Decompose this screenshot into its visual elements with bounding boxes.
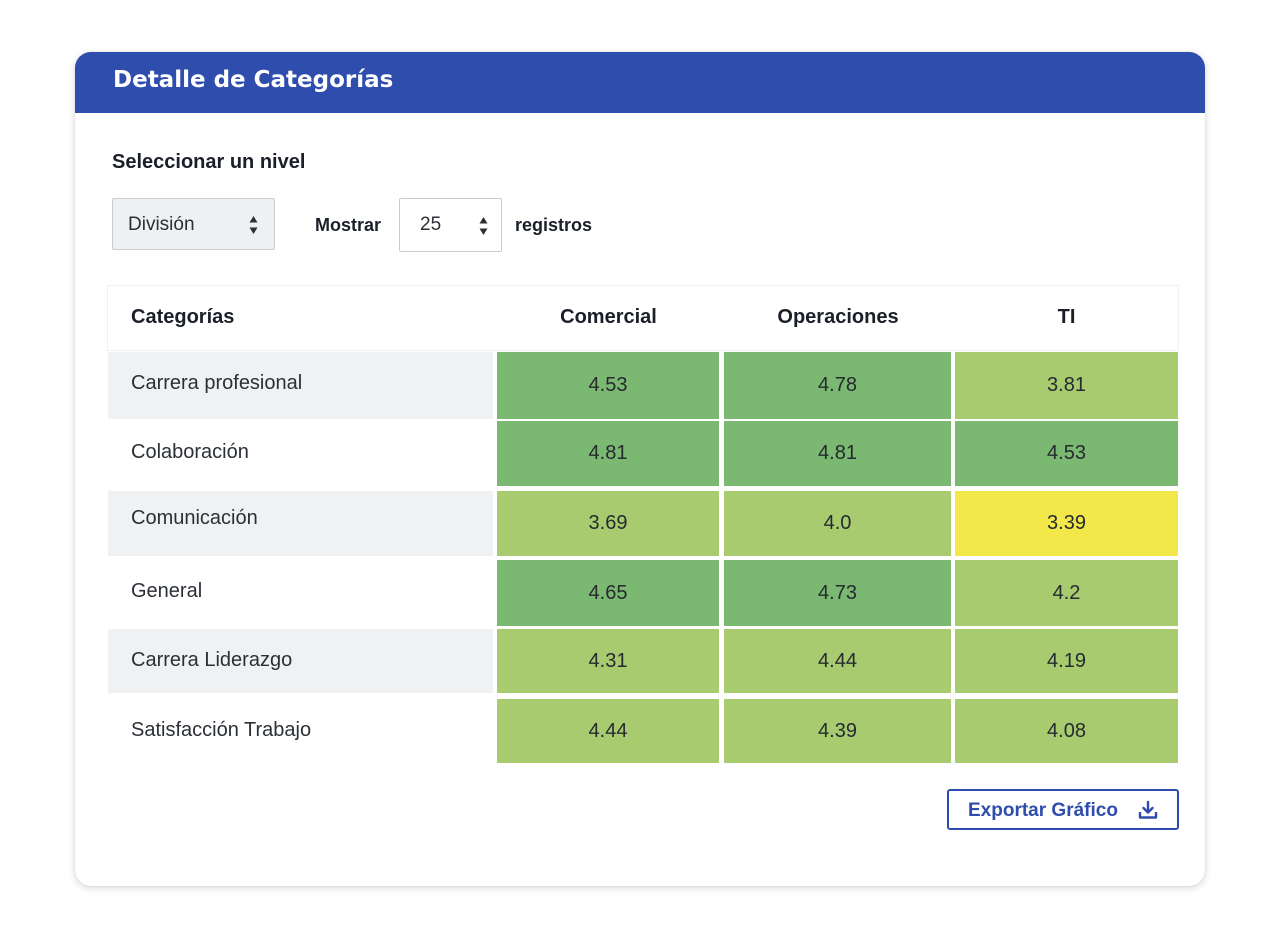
category-name: Comunicación bbox=[131, 507, 258, 529]
score-cell: 4.53 bbox=[955, 421, 1178, 486]
header-comercial: Comercial bbox=[560, 306, 657, 328]
category-name: Colaboración bbox=[131, 441, 249, 463]
score-cell: 3.81 bbox=[955, 352, 1178, 419]
score-cell: 4.31 bbox=[497, 629, 719, 693]
table-row: General 4.65 4.73 4.2 bbox=[108, 560, 1178, 626]
card-title: Detalle de Categorías bbox=[113, 67, 394, 93]
export-chart-label: Exportar Gráfico bbox=[968, 800, 1118, 821]
records-count-stepper[interactable]: 25 bbox=[399, 198, 502, 252]
score-cell: 4.73 bbox=[724, 560, 951, 626]
level-select-value: División bbox=[128, 214, 195, 235]
score-cell: 4.81 bbox=[724, 421, 951, 486]
category-cell: Colaboración bbox=[108, 421, 493, 486]
category-cell: Comunicación bbox=[108, 491, 493, 556]
stepper-arrows-icon[interactable] bbox=[479, 216, 488, 236]
table-row: Comunicación 3.69 4.0 3.39 bbox=[108, 491, 1178, 556]
category-name: Satisfacción Trabajo bbox=[131, 719, 312, 741]
score-cell: 3.39 bbox=[955, 491, 1178, 556]
category-detail-card: Detalle de Categorías Seleccionar un niv… bbox=[75, 52, 1205, 886]
category-name: Carrera profesional bbox=[131, 372, 303, 394]
header-categories: Categorías bbox=[131, 306, 235, 328]
level-select[interactable]: División bbox=[112, 198, 275, 250]
category-name: General bbox=[131, 580, 203, 602]
category-cell: Carrera Liderazgo bbox=[108, 629, 493, 693]
header-operaciones: Operaciones bbox=[777, 306, 899, 328]
score-cell: 4.2 bbox=[955, 560, 1178, 626]
table-row: Carrera profesional 4.53 4.78 3.81 bbox=[108, 352, 1178, 419]
header-ti: TI bbox=[1057, 306, 1076, 328]
table-row: Colaboración 4.81 4.81 4.53 bbox=[108, 421, 1178, 486]
export-chart-button[interactable]: Exportar Gráfico bbox=[947, 789, 1179, 830]
show-label: Mostrar bbox=[315, 215, 382, 235]
score-cell: 3.69 bbox=[497, 491, 719, 556]
category-cell: Carrera profesional bbox=[108, 352, 493, 419]
table-header: Categorías Comercial Operaciones TI bbox=[108, 286, 1178, 350]
score-cell: 4.08 bbox=[955, 699, 1178, 763]
table-row: Carrera Liderazgo 4.31 4.44 4.19 bbox=[108, 629, 1178, 693]
level-label: Seleccionar un nivel bbox=[112, 151, 306, 173]
score-cell: 4.53 bbox=[497, 352, 719, 419]
score-cell: 4.0 bbox=[724, 491, 951, 556]
score-cell: 4.39 bbox=[724, 699, 951, 763]
score-cell: 4.78 bbox=[724, 352, 951, 419]
score-cell: 4.81 bbox=[497, 421, 719, 486]
score-cell: 4.44 bbox=[724, 629, 951, 693]
records-count-value: 25 bbox=[420, 214, 442, 235]
select-arrows-icon bbox=[249, 216, 258, 234]
table-row: Satisfacción Trabajo 4.44 4.39 4.08 bbox=[108, 699, 1178, 763]
category-name: Carrera Liderazgo bbox=[131, 649, 293, 671]
download-icon bbox=[1138, 800, 1158, 819]
score-cell: 4.44 bbox=[497, 699, 719, 763]
records-label: registros bbox=[515, 215, 593, 235]
score-cell: 4.19 bbox=[955, 629, 1178, 693]
category-cell: General bbox=[108, 560, 493, 626]
category-cell: Satisfacción Trabajo bbox=[108, 699, 493, 763]
card-header: Detalle de Categorías bbox=[75, 52, 1205, 113]
score-cell: 4.65 bbox=[497, 560, 719, 626]
